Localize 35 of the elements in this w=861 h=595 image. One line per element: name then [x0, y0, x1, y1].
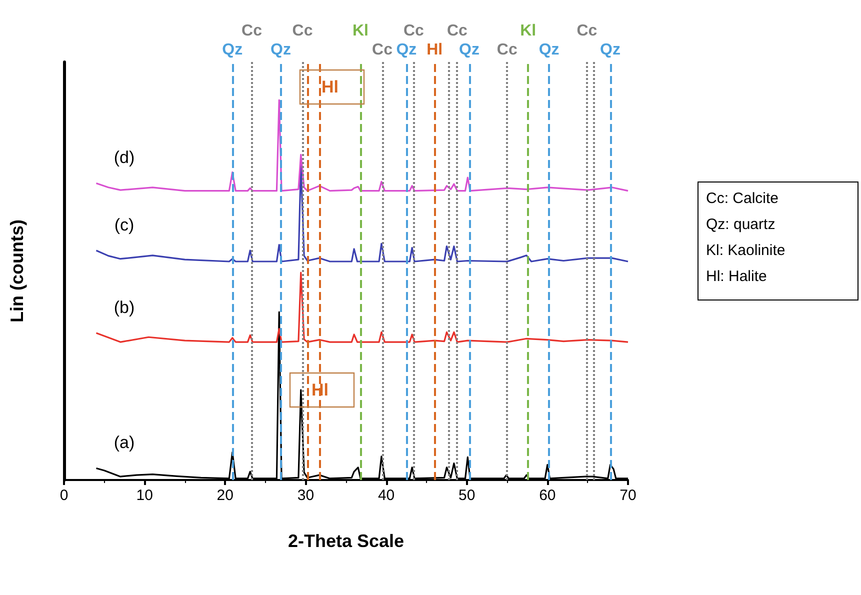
ref-line-label: Cc: [403, 22, 424, 40]
text: Qz: quartz: [706, 216, 776, 233]
ref-line-label: Qz: [600, 42, 620, 58]
ref-line-label: Qz: [270, 42, 291, 58]
ref-line-label: Qz: [396, 42, 417, 58]
x-tick-label: 30: [297, 487, 314, 504]
y-axis-title: Lin (counts): [7, 220, 27, 322]
text: Cc: Calcite: [706, 190, 779, 207]
series-label: (a): [114, 433, 135, 452]
x-tick-label: 60: [539, 487, 556, 504]
x-tick-label: 40: [378, 487, 395, 504]
x-axis-title: 2-Theta Scale: [288, 531, 404, 551]
series-label: (d): [114, 148, 135, 168]
ref-line-label: Kl: [520, 22, 536, 40]
ref-line-label: Cc: [372, 42, 393, 58]
x-tick-label: 10: [136, 487, 153, 504]
ref-line-label: Cc: [496, 42, 518, 58]
x-tick-label: 20: [216, 487, 234, 504]
text: Kl: Kaolinite: [706, 242, 786, 259]
x-tick-label: 70: [620, 487, 636, 504]
ref-line-label: Cc: [242, 22, 262, 40]
series-label: (c): [114, 215, 134, 234]
ref-line-label: Kl: [352, 22, 369, 40]
ref-line-label: Cc: [292, 22, 313, 40]
ref-line-label: Cc: [446, 22, 468, 40]
series-label: (b): [114, 298, 135, 317]
x-tick-label: 0: [60, 487, 68, 504]
ref-line-label: Cc: [576, 22, 598, 40]
ref-line-label: Qz: [538, 42, 560, 58]
ref-line-label: Qz: [222, 42, 243, 58]
x-tick-label: 50: [458, 487, 476, 504]
text: Hl: Halite: [706, 268, 767, 285]
ref-line-label: Qz: [459, 42, 480, 58]
text: Hl: [322, 78, 338, 96]
ref-line-label: Hl: [426, 42, 443, 58]
